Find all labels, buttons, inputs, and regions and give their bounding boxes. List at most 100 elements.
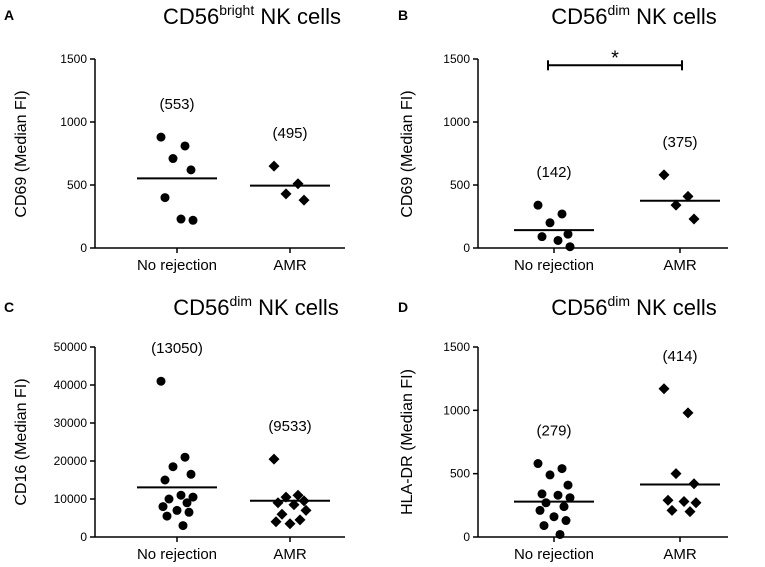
y-axis-label: CD69 (Median FI) — [13, 90, 30, 217]
data-point-diamond — [658, 383, 670, 395]
data-point-circle — [162, 511, 172, 521]
data-point-circle — [555, 529, 565, 539]
title-superscript: dim — [607, 293, 630, 309]
x-category-label: No rejection — [137, 546, 217, 563]
title-superscript: dim — [229, 293, 252, 309]
data-point-diamond — [276, 508, 288, 520]
data-point-circle — [176, 214, 186, 224]
data-point-diamond — [670, 199, 682, 211]
significance-asterisk: * — [611, 47, 619, 69]
x-category-label: No rejection — [514, 546, 594, 563]
data-point-circle — [557, 464, 567, 474]
data-point-circle — [184, 507, 194, 517]
data-point-circle — [168, 462, 178, 472]
panel-letter: D — [398, 299, 408, 315]
data-point-circle — [186, 469, 196, 479]
y-tick-label: 1000 — [443, 115, 470, 129]
y-tick-label: 1500 — [60, 52, 87, 66]
y-tick-label: 0 — [463, 530, 470, 544]
y-tick-label: 0 — [80, 530, 87, 544]
data-point-diamond — [268, 160, 280, 172]
data-point-diamond — [658, 169, 670, 181]
x-category-label: AMR — [663, 257, 697, 274]
title-rest: NK cells — [254, 4, 341, 29]
title-main: CD56 — [173, 295, 229, 320]
median-value-label: (13050) — [151, 340, 203, 357]
data-point-circle — [565, 493, 575, 503]
data-point-circle — [156, 132, 166, 142]
title-rest: NK cells — [252, 295, 339, 320]
y-tick-label: 500 — [67, 178, 87, 192]
data-point-diamond — [270, 516, 282, 528]
panel-title: CD56bright NK cells — [163, 2, 341, 29]
data-point-circle — [535, 505, 545, 515]
data-point-circle — [182, 498, 192, 508]
panel-c: C CD56dim NK cells CD16 (Median FI) 0 10000 2… — [4, 293, 345, 563]
data-point-diamond — [688, 213, 700, 225]
title-rest: NK cells — [630, 295, 717, 320]
data-point-circle — [533, 200, 543, 210]
panel-letter: B — [398, 7, 408, 23]
data-point-diamond — [284, 518, 296, 530]
panel-b: B CD56dim NK cells CD69 (Median FI) 0 500 100… — [398, 2, 728, 274]
data-point-diamond — [690, 497, 702, 509]
data-point-diamond — [268, 453, 280, 465]
data-point-circle — [541, 498, 551, 508]
data-point-diamond — [684, 506, 696, 518]
data-point-circle — [178, 521, 188, 531]
data-point-circle — [539, 521, 549, 531]
title-superscript: bright — [219, 2, 254, 18]
data-point-circle — [180, 452, 190, 462]
data-point-diamond — [662, 494, 674, 506]
data-point-diamond — [678, 496, 690, 508]
y-tick-label: 0 — [80, 241, 87, 255]
data-point-circle — [557, 209, 567, 219]
data-point-circle — [565, 242, 575, 252]
data-point-circle — [164, 494, 174, 504]
data-point-circle — [563, 229, 573, 239]
data-point-diamond — [288, 499, 300, 511]
y-axis-label: CD69 (Median FI) — [399, 90, 416, 217]
data-point-circle — [537, 232, 547, 242]
y-tick-label: 20000 — [54, 454, 88, 468]
median-value-label: (375) — [662, 134, 697, 151]
data-point-diamond — [298, 194, 310, 206]
panel-letter: C — [4, 299, 14, 315]
x-category-label: AMR — [663, 546, 697, 563]
y-tick-label: 30000 — [54, 416, 88, 430]
y-tick-label: 1500 — [443, 340, 470, 354]
title-main: CD56 — [163, 4, 219, 29]
median-value-label: (414) — [662, 348, 697, 365]
median-value-label: (142) — [536, 164, 571, 181]
data-point-circle — [563, 480, 573, 490]
data-point-diamond — [682, 407, 694, 419]
y-tick-label: 500 — [450, 467, 470, 481]
panel-title: CD56dim NK cells — [551, 2, 717, 29]
x-category-label: No rejection — [137, 257, 217, 274]
y-tick-label: 10000 — [54, 492, 88, 506]
data-point-circle — [559, 502, 569, 512]
data-point-diamond — [292, 178, 304, 190]
median-value-label: (495) — [272, 125, 307, 142]
data-point-circle — [561, 516, 571, 526]
data-point-circle — [160, 193, 170, 203]
y-tick-label: 40000 — [54, 378, 88, 392]
data-point-circle — [158, 502, 168, 512]
y-axis-label: HLA-DR (Median FI) — [399, 369, 416, 515]
data-point-circle — [553, 235, 563, 245]
median-value-label: (553) — [159, 96, 194, 113]
data-point-circle — [545, 218, 555, 228]
data-point-diamond — [666, 504, 678, 516]
data-point-circle — [533, 459, 543, 469]
y-tick-label: 500 — [450, 178, 470, 192]
data-point-circle — [545, 470, 555, 480]
panel-d: D CD56dim NK cells HLA-DR (Median FI) 0 500 1… — [398, 293, 728, 563]
panel-letter: A — [4, 7, 14, 23]
data-point-diamond — [294, 514, 306, 526]
data-point-circle — [553, 490, 563, 500]
data-point-circle — [168, 154, 178, 164]
data-point-circle — [188, 492, 198, 502]
data-point-circle — [188, 215, 198, 225]
data-point-circle — [160, 475, 170, 485]
data-point-circle — [186, 165, 196, 175]
